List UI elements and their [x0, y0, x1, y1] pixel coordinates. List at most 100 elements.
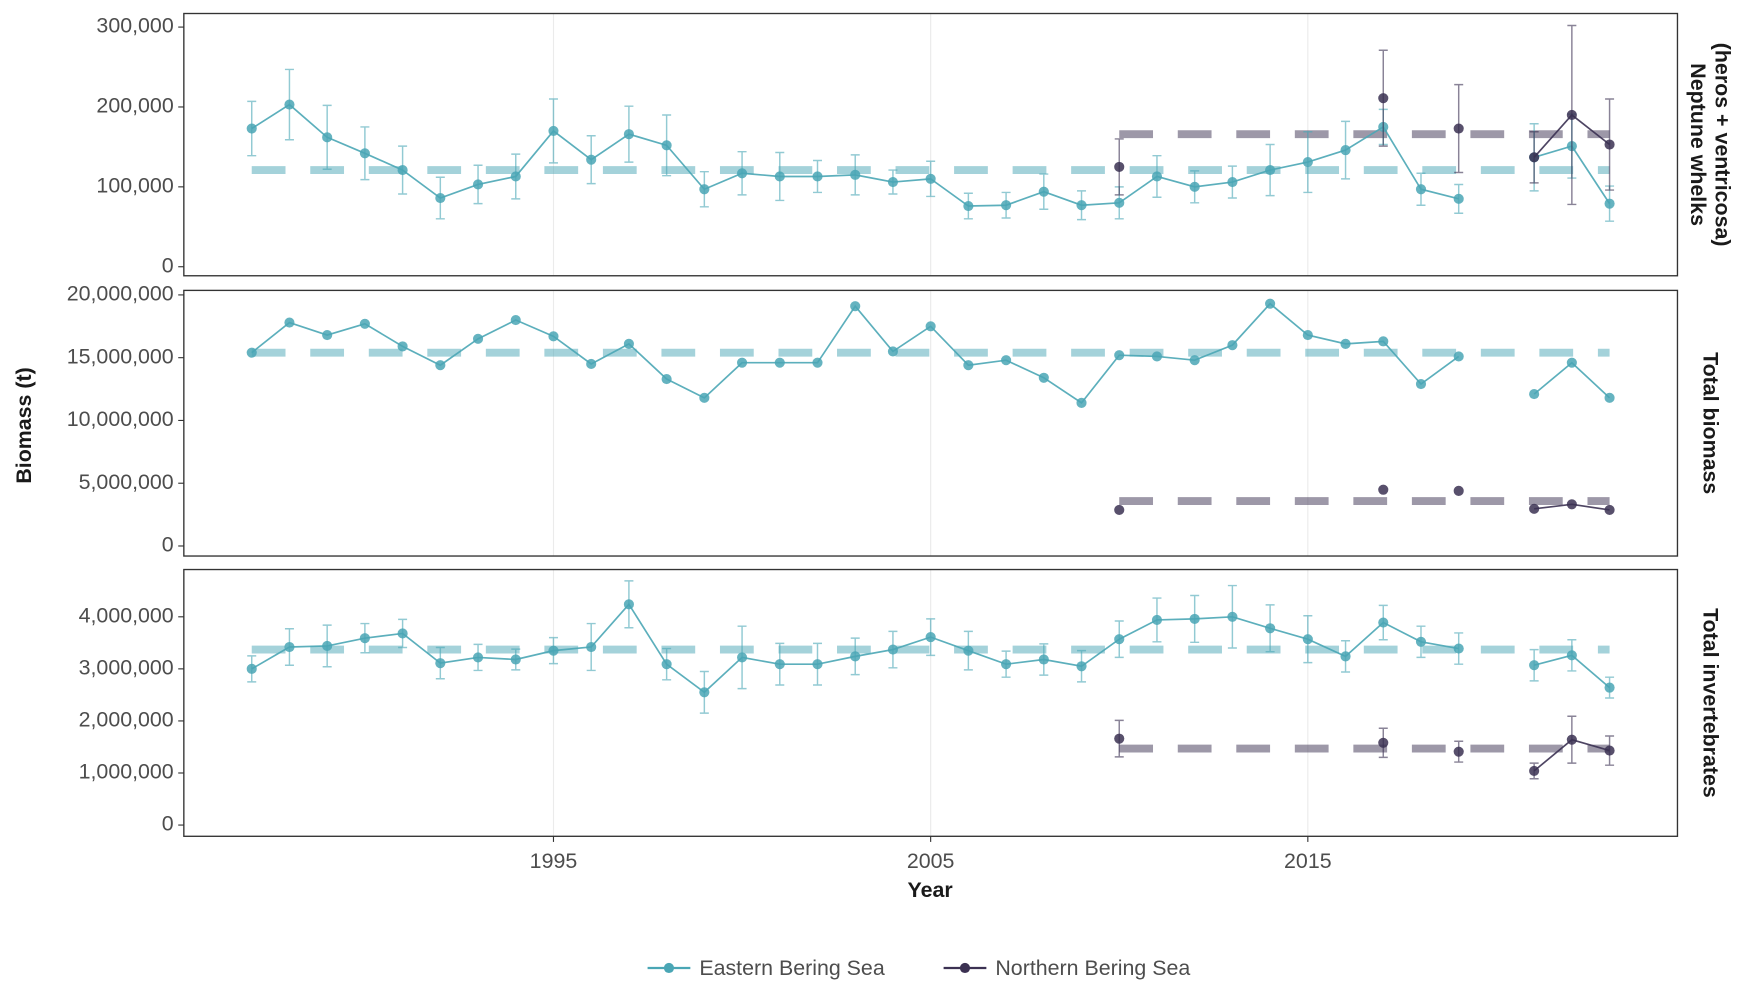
data-point	[850, 169, 861, 180]
data-point	[661, 659, 672, 670]
data-point	[1566, 734, 1577, 745]
y-tick-label: 20,000,000	[67, 282, 174, 306]
data-point	[397, 165, 408, 176]
data-point	[510, 171, 521, 182]
data-point	[1453, 193, 1464, 204]
data-point	[1604, 745, 1615, 756]
panel-border	[183, 12, 1679, 277]
x-tick-label: 2015	[1284, 849, 1332, 873]
data-point	[359, 633, 370, 644]
data-point	[1227, 176, 1238, 188]
data-point	[1076, 200, 1087, 211]
data-point	[1604, 392, 1615, 403]
y-tick-label: 10,000,000	[67, 407, 174, 431]
data-point	[1453, 485, 1464, 496]
data-point	[661, 373, 672, 385]
data-point	[1378, 737, 1389, 748]
data-point	[510, 314, 521, 326]
data-point	[586, 641, 597, 653]
data-point	[586, 358, 597, 370]
data-point	[699, 687, 710, 698]
data-point	[548, 331, 559, 342]
data-point	[1114, 197, 1125, 208]
data-point	[1340, 651, 1351, 662]
y-tick-label: 1,000,000	[79, 760, 174, 784]
data-point	[925, 632, 936, 643]
data-point	[661, 140, 672, 151]
data-point	[246, 123, 257, 134]
data-point	[1302, 330, 1313, 341]
data-point	[1566, 499, 1577, 510]
data-point	[322, 330, 333, 341]
data-point	[1566, 650, 1577, 661]
data-point	[1378, 336, 1389, 347]
data-point	[1566, 357, 1577, 368]
data-point	[1114, 504, 1125, 516]
data-point	[510, 654, 521, 665]
data-point	[1529, 765, 1540, 776]
data-point	[1001, 200, 1012, 211]
data-point	[1001, 355, 1012, 366]
data-point	[322, 640, 333, 652]
data-point	[1302, 634, 1313, 645]
data-point	[1227, 340, 1238, 351]
data-point	[774, 659, 785, 670]
data-point	[1453, 351, 1464, 362]
data-point	[925, 173, 936, 184]
y-tick-label: 15,000,000	[67, 344, 174, 368]
data-point	[1114, 733, 1125, 744]
y-tick-label: 2,000,000	[79, 708, 174, 732]
data-point	[246, 347, 257, 358]
data-point	[246, 663, 257, 674]
data-point	[699, 392, 710, 403]
data-point	[548, 645, 559, 656]
data-point	[1038, 186, 1049, 197]
data-point	[322, 132, 333, 143]
data-point	[1189, 355, 1200, 366]
data-point	[623, 129, 634, 140]
data-point	[1114, 634, 1125, 645]
data-point	[812, 357, 823, 368]
x-tick-label: 1995	[530, 849, 578, 873]
data-point	[1453, 746, 1464, 757]
data-point	[963, 645, 974, 656]
facet-label: Total invertebrates	[1698, 608, 1722, 798]
legend-label: Northern Bering Sea	[995, 956, 1190, 980]
data-point	[1604, 139, 1615, 150]
data-point	[736, 357, 748, 368]
data-point	[1114, 350, 1125, 361]
data-point	[472, 333, 484, 344]
data-point	[1151, 614, 1163, 625]
data-point	[1529, 152, 1540, 163]
data-point	[1001, 659, 1012, 670]
y-tick-label: 100,000	[96, 173, 173, 197]
data-point	[850, 651, 861, 662]
data-point	[1415, 378, 1427, 390]
data-point	[284, 641, 295, 653]
data-point	[1302, 157, 1313, 168]
data-point	[1227, 611, 1238, 622]
data-point	[1604, 198, 1615, 209]
data-point	[1566, 109, 1577, 121]
data-point	[359, 148, 370, 159]
data-point	[1076, 397, 1087, 408]
data-point	[397, 628, 408, 639]
data-point	[1378, 93, 1389, 104]
data-point	[1453, 643, 1464, 654]
y-tick-label: 300,000	[96, 14, 173, 38]
data-point	[887, 346, 898, 357]
data-point	[623, 599, 634, 610]
legend-swatch-dot	[663, 962, 675, 974]
data-point	[435, 658, 446, 669]
y-tick-label: 0	[162, 812, 174, 836]
data-point	[736, 652, 748, 663]
data-point	[1189, 181, 1200, 192]
data-point	[359, 318, 370, 329]
y-tick-label: 0	[162, 533, 174, 557]
data-point	[1604, 504, 1615, 516]
data-point	[1340, 145, 1351, 156]
data-point	[1378, 484, 1389, 495]
data-point	[1151, 171, 1163, 182]
